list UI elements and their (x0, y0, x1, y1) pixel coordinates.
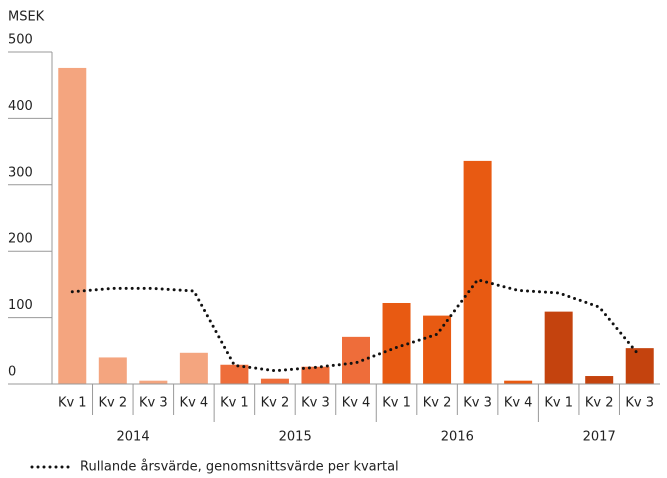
y-tick-label: 200 (8, 232, 33, 247)
y-axis-label: MSEK (8, 10, 45, 25)
group-label: 2014 (117, 430, 150, 445)
x-tick-label: Kv 4 (504, 396, 533, 411)
bar (382, 302, 411, 384)
bar (463, 160, 492, 384)
group-label: 2016 (441, 430, 474, 445)
line-series (70, 278, 642, 373)
bar (625, 348, 654, 384)
x-tick-label: Kv 1 (382, 396, 411, 411)
x-tick-label: Kv 2 (98, 396, 127, 411)
bar (585, 376, 614, 384)
x-tick-label: Kv 3 (301, 396, 330, 411)
x-tick-label: Kv 4 (342, 396, 371, 411)
y-tick-label: 0 (8, 365, 16, 380)
x-tick-label: Kv 2 (585, 396, 614, 411)
bar (179, 352, 208, 384)
bar (544, 311, 573, 384)
x-tick-label: Kv 3 (463, 396, 492, 411)
bar (301, 366, 330, 384)
y-tick-label: 400 (8, 99, 33, 114)
x-tick-label: Kv 1 (544, 396, 573, 411)
bar (98, 357, 127, 384)
legend-label: Rullande årsvärde, genomsnittsvärde per … (80, 460, 399, 475)
group-label: 2015 (279, 430, 312, 445)
bar (423, 315, 452, 384)
x-tick-label: Kv 1 (58, 396, 87, 411)
group-label: 2017 (583, 430, 616, 445)
x-tick-label: Kv 1 (220, 396, 249, 411)
y-tick-label: 300 (8, 165, 33, 180)
x-tick-label: Kv 3 (139, 396, 168, 411)
x-tick-label: Kv 3 (625, 396, 654, 411)
x-tick-label: Kv 2 (423, 396, 452, 411)
bar (139, 380, 168, 384)
bar (220, 364, 249, 384)
x-tick-label: Kv 2 (261, 396, 290, 411)
x-tick-label: Kv 4 (180, 396, 209, 411)
bar (342, 336, 370, 384)
y-tick-label: 100 (8, 298, 33, 313)
y-tick-label: 500 (8, 33, 33, 48)
bar (58, 67, 87, 384)
bar (504, 380, 533, 384)
bar (260, 378, 289, 384)
